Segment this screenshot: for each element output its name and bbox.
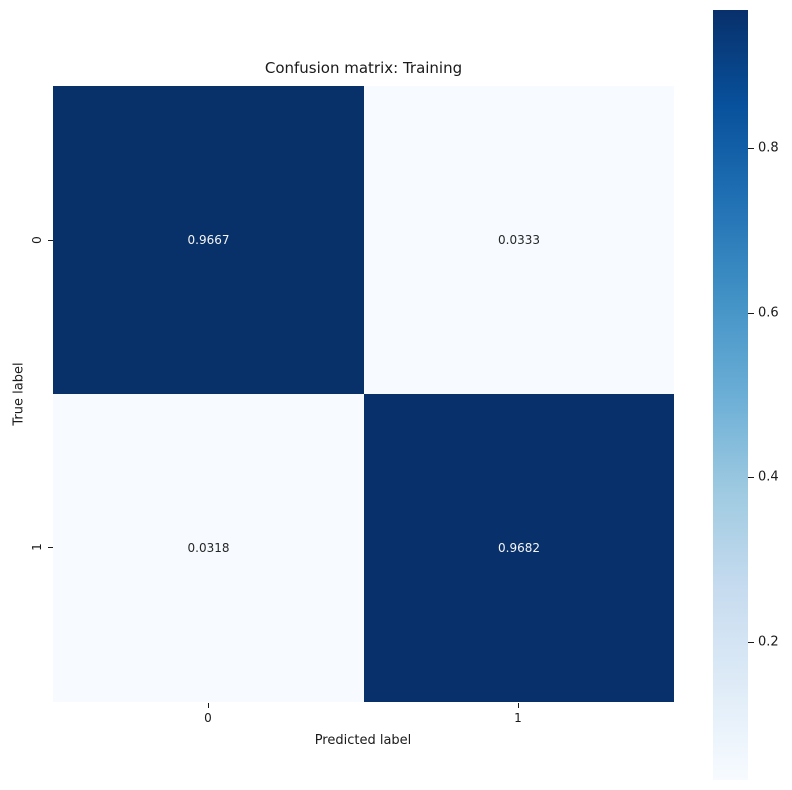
cell-annotation: 0.9682 [498,541,540,555]
y-tick-mark-1 [48,547,53,548]
colorbar-tick-mark-0.8 [748,148,754,149]
heatmap-cell-true0-pred0: 0.9667 [53,86,364,394]
colorbar-tick-mark-0.2 [748,642,754,643]
y-axis-label: True label [11,362,27,426]
x-tick-label-0: 0 [204,711,212,725]
chart-title: Confusion matrix: Training [264,59,463,77]
heatmap-cell-true1-pred0: 0.0318 [53,394,364,702]
x-tick-label-1: 1 [514,711,522,725]
y-tick-label-0: 0 [30,236,44,244]
cell-annotation: 0.0318 [187,541,230,555]
cell-annotation: 0.0333 [498,233,540,247]
x-tick-mark-0 [208,703,209,708]
heatmap-plot-area: 0.9667 0.0333 0.0318 0.9682 [53,86,674,702]
colorbar-tick-mark-0.6 [748,313,754,314]
y-tick-mark-0 [48,240,53,241]
colorbar-tick-label-0.2: 0.2 [758,634,779,650]
colorbar-tick-label-0.6: 0.6 [758,305,779,321]
colorbar-tick-label-0.4: 0.4 [758,469,779,485]
heatmap-cell-true0-pred1: 0.0333 [364,86,674,394]
heatmap-cell-true1-pred1: 0.9682 [364,394,674,702]
colorbar-tick-mark-0.4 [748,477,754,478]
colorbar-gradient [713,10,748,780]
x-tick-mark-1 [518,703,519,708]
colorbar-tick-label-0.8: 0.8 [758,140,779,156]
x-axis-label: Predicted label [314,733,412,748]
y-tick-label-1: 1 [30,543,44,551]
cell-annotation: 0.9667 [187,233,230,247]
